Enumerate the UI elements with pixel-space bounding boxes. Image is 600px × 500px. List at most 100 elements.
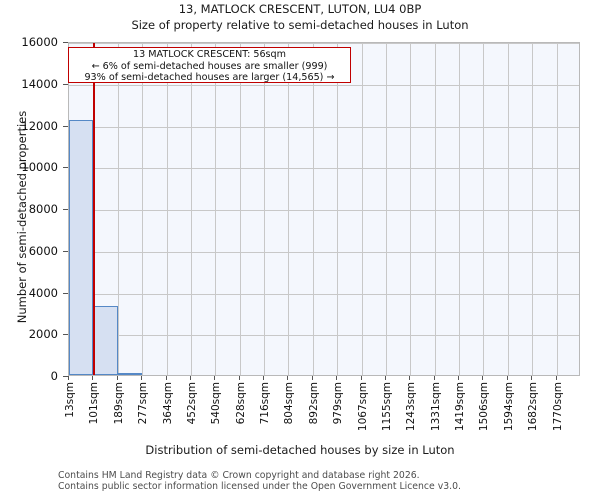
grid-line-vertical: [507, 43, 509, 375]
footer-line-1: Contains HM Land Registry data © Crown c…: [58, 470, 420, 481]
y-axis-tick-mark: [63, 42, 68, 43]
annotation-line-3: 93% of semi-detached houses are larger (…: [84, 72, 335, 84]
x-axis-tick-label: 1419sqm: [454, 382, 467, 432]
y-axis-tick-label: 4000: [28, 285, 58, 300]
y-axis: Number of semi-detached properties 0 2000…: [0, 0, 68, 500]
x-axis-tick-label: 101sqm: [88, 382, 101, 425]
grid-line-vertical: [190, 43, 192, 375]
page-title: 13, MATLOCK CRESCENT, LUTON, LU4 0BP: [178, 2, 422, 16]
grid-line-vertical: [117, 43, 119, 375]
x-axis-tick-label: 13sqm: [64, 382, 76, 418]
x-axis-tick-mark: [409, 376, 411, 380]
x-axis-tick-label: 1067sqm: [356, 382, 369, 432]
x-axis-tick-mark: [165, 376, 167, 380]
x-axis-tick-label: 277sqm: [137, 382, 150, 425]
chart-subtitle: Size of property relative to semi-detach…: [131, 18, 469, 32]
y-axis-tick-mark: [63, 209, 68, 210]
grid-line-vertical: [361, 43, 363, 375]
y-axis-tick-label: 16000: [21, 35, 58, 49]
x-axis-tick-mark: [311, 376, 313, 380]
y-axis-tick-label: 10000: [21, 160, 58, 175]
x-axis-tick-label: 540sqm: [210, 382, 223, 425]
x-axis-tick-label: 364sqm: [161, 382, 174, 425]
grid-line-horizontal: [69, 335, 579, 337]
grid-line-horizontal: [69, 293, 579, 295]
x-axis-tick-mark: [238, 376, 240, 380]
grid-line-vertical: [337, 43, 339, 375]
property-size-marker-line: [93, 43, 96, 375]
x-axis-tick-mark: [506, 376, 508, 380]
x-axis-title: Distribution of semi-detached houses by …: [145, 443, 455, 457]
x-axis-tick-label: 716sqm: [259, 382, 272, 425]
grid-line-vertical: [312, 43, 314, 375]
grid-line-horizontal: [69, 210, 579, 211]
x-axis-tick-mark: [141, 376, 143, 380]
y-axis-tick-label: 12000: [21, 118, 58, 133]
x-axis-tick-label: 1682sqm: [527, 382, 540, 432]
grid-line-horizontal: [69, 168, 579, 170]
footer: Contains HM Land Registry data © Crown c…: [58, 470, 598, 492]
y-axis-tick-mark: [63, 376, 68, 377]
grid-line-vertical: [166, 43, 168, 375]
footer-line-2: Contains public sector information licen…: [58, 481, 461, 492]
x-axis-tick-mark: [263, 376, 265, 380]
histogram-bar: [93, 306, 118, 375]
y-axis-tick-label: 6000: [28, 243, 58, 258]
grid-line-vertical: [288, 43, 290, 375]
x-axis-tick-mark: [360, 376, 362, 380]
x-axis-tick-mark: [458, 376, 460, 380]
y-axis-tick-label: 0: [50, 369, 58, 383]
grid-line-vertical: [142, 43, 144, 375]
x-axis-tick-label: 979sqm: [332, 382, 345, 425]
annotation-line-1: 13 MATLOCK CRESCENT: 56sqm: [133, 49, 286, 60]
y-axis-tick-mark: [63, 334, 68, 336]
x-axis-tick-mark: [68, 376, 69, 380]
plot-area: [68, 42, 580, 376]
grid-line-vertical: [532, 43, 534, 375]
property-annotation-box: 13 MATLOCK CRESCENT: 56sqm ← 6% of semi-…: [68, 47, 351, 83]
x-axis-tick-mark: [116, 376, 118, 380]
x-axis-tick-mark: [384, 376, 386, 380]
y-axis-tick-mark: [63, 250, 68, 252]
x-axis-tick-mark: [555, 376, 557, 380]
x-axis-tick-label: 452sqm: [185, 382, 198, 425]
grid-line-horizontal: [69, 84, 579, 86]
x-axis-tick-label: 628sqm: [234, 382, 247, 425]
x-axis-tick-label: 1331sqm: [429, 382, 442, 432]
y-axis-title: Number of semi-detached properties: [15, 110, 29, 324]
y-axis-tick-mark: [63, 292, 68, 294]
x-axis-tick-mark: [482, 376, 484, 380]
annotation-line-2: ← 6% of semi-detached houses are smaller…: [91, 60, 328, 72]
grid-line-horizontal: [69, 43, 579, 44]
y-axis-tick-label: 2000: [28, 327, 58, 342]
grid-line-vertical: [556, 43, 558, 375]
x-axis-tick-label: 1506sqm: [478, 382, 491, 432]
y-axis-tick-label: 8000: [28, 202, 58, 216]
x-axis-tick-mark: [214, 376, 216, 380]
grid-line-vertical: [264, 43, 266, 375]
y-axis-tick-mark: [63, 167, 68, 169]
x-axis-tick-label: 892sqm: [307, 382, 320, 425]
grid-line-vertical: [410, 43, 412, 375]
y-axis-tick-label: 14000: [21, 76, 58, 91]
grid-line-vertical: [434, 43, 436, 375]
histogram-bar: [69, 120, 94, 375]
x-axis-tick-label: 1594sqm: [502, 382, 515, 432]
x-axis-tick-label: 189sqm: [112, 382, 125, 425]
grid-line-vertical: [385, 43, 387, 375]
x-axis-tick-mark: [433, 376, 435, 380]
y-axis-tick-mark: [63, 83, 68, 85]
grid-line-vertical: [239, 43, 241, 375]
x-axis-tick-mark: [336, 376, 338, 380]
x-axis-tick-mark: [531, 376, 533, 380]
x-axis-tick-mark: [287, 376, 289, 380]
x-axis: 13sqm 101sqm 189sqm 277sqm 364sqm 452sqm 540sq…: [0, 376, 600, 446]
x-axis-tick-label: 1155sqm: [380, 382, 393, 432]
grid-line-vertical: [459, 43, 461, 375]
x-axis-tick-label: 804sqm: [283, 382, 296, 425]
chart-title-block: 13, MATLOCK CRESCENT, LUTON, LU4 0BP Siz…: [0, 2, 600, 33]
x-axis-tick-label: 1770sqm: [551, 382, 564, 432]
grid-line-vertical: [215, 43, 217, 375]
x-axis-tick-label: 1243sqm: [405, 382, 418, 432]
grid-line-vertical: [483, 43, 485, 375]
